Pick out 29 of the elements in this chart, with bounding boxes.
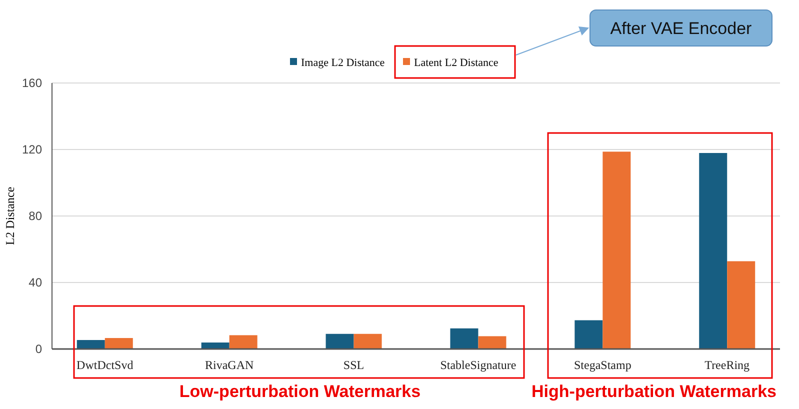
y-tick-label: 40 (28, 276, 42, 290)
x-tick-label: StegaStamp (574, 358, 632, 372)
y-axis-title: L2 Distance (3, 186, 17, 246)
bar (478, 336, 506, 349)
bar (326, 334, 354, 349)
bar (229, 335, 258, 349)
bar (354, 334, 382, 349)
bar (201, 342, 230, 349)
bar (76, 340, 105, 349)
bar (699, 152, 728, 349)
legend-label: Image L2 Distance (301, 56, 385, 69)
text: High-perturbation Watermarks (532, 382, 776, 401)
text: After VAE Encoder (610, 18, 752, 38)
x-tick-label: SSL (343, 358, 364, 372)
y-tick-label: 0 (35, 342, 42, 356)
x-tick-label: StableSignature (440, 358, 516, 372)
bar (727, 261, 756, 349)
bar (602, 152, 631, 349)
legend-label: Latent L2 Distance (414, 56, 498, 69)
y-tick-label: 120 (22, 142, 42, 157)
y-tick-label: 80 (28, 209, 42, 224)
x-tick-label: TreeRing (704, 358, 750, 372)
x-tick-label: RivaGAN (204, 358, 254, 372)
y-tick-label: 160 (22, 76, 42, 90)
bar (574, 320, 603, 349)
text: Low-perturbation Watermarks (179, 382, 421, 401)
bar (450, 328, 478, 349)
x-tick-label: DwtDctSvd (76, 358, 134, 372)
bar (104, 338, 133, 349)
